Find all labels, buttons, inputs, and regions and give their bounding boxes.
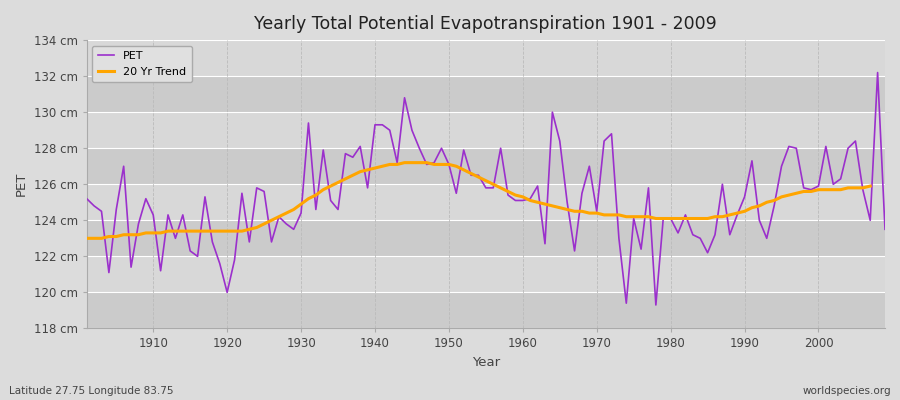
20 Yr Trend [644, 214, 654, 219]
Y-axis label: PET: PET [15, 172, 28, 196]
PET [879, 227, 890, 232]
Text: Latitude 27.75 Longitude 83.75: Latitude 27.75 Longitude 83.75 [9, 386, 174, 396]
Bar [86, 148, 885, 184]
20 Yr Trend [821, 187, 832, 192]
20 Yr Trend [81, 236, 92, 241]
PET [81, 196, 92, 201]
Line: PET: PET [86, 72, 885, 305]
PET [347, 155, 358, 160]
Title: Yearly Total Potential Evapotranspiration 1901 - 2009: Yearly Total Potential Evapotranspiratio… [255, 15, 717, 33]
Line: 20 Yr Trend: 20 Yr Trend [86, 163, 870, 238]
Bar [86, 256, 885, 292]
Bar [86, 40, 885, 76]
PET [651, 302, 661, 307]
PET [606, 132, 616, 136]
PET [140, 196, 151, 201]
PET [872, 70, 883, 75]
Legend: PET, 20 Yr Trend: PET, 20 Yr Trend [93, 46, 192, 82]
X-axis label: Year: Year [472, 356, 500, 369]
20 Yr Trend [865, 184, 876, 188]
Bar [86, 292, 885, 328]
Bar [86, 112, 885, 148]
PET [303, 120, 314, 125]
20 Yr Trend [318, 187, 328, 192]
20 Yr Trend [784, 193, 795, 198]
PET [518, 198, 528, 203]
20 Yr Trend [399, 160, 410, 165]
Text: worldspecies.org: worldspecies.org [803, 386, 891, 396]
Bar [86, 220, 885, 256]
PET [510, 198, 521, 203]
Bar [86, 184, 885, 220]
Bar [86, 76, 885, 112]
20 Yr Trend [717, 214, 728, 219]
20 Yr Trend [680, 216, 691, 221]
